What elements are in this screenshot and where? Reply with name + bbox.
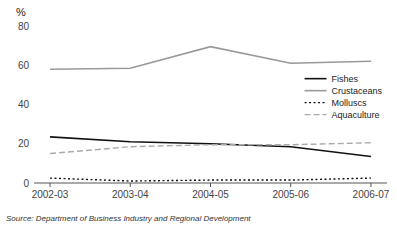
y-tick-label: 40 xyxy=(18,99,30,110)
x-tick-label: 2002-03 xyxy=(32,189,69,200)
x-tick xyxy=(290,183,291,187)
chart: 020406080%2002-032003-042004-052005-0620… xyxy=(0,0,397,227)
legend-swatch xyxy=(305,102,327,103)
legend-label: Aquaculture xyxy=(332,110,380,120)
legend-swatch xyxy=(305,90,327,92)
y-tick-label: 60 xyxy=(18,60,30,71)
y-axis: 0 20 40 60 80 xyxy=(18,21,30,189)
legend-label: Fishes xyxy=(332,74,359,84)
series-line xyxy=(50,137,371,157)
x-tick xyxy=(370,183,371,187)
legend-label: Molluscs xyxy=(332,98,368,108)
x-tick-label: 2005-06 xyxy=(272,189,309,200)
series-line xyxy=(50,47,371,70)
x-tick-label: 2004-05 xyxy=(192,189,229,200)
y-tick-label: 80 xyxy=(18,21,30,32)
x-tick xyxy=(50,183,51,187)
y-axis-label: % xyxy=(16,6,26,18)
y-tick-label: 0 xyxy=(23,178,29,189)
legend-swatch xyxy=(305,114,327,115)
x-tick xyxy=(130,183,131,187)
x-tick-label: 2006-07 xyxy=(353,189,390,200)
x-axis: 2002-03 2003-04 2004-05 2005-06 2006-07 xyxy=(32,183,390,200)
lines xyxy=(50,47,371,181)
x-tick xyxy=(210,183,211,187)
series-line xyxy=(50,178,371,181)
x-tick-label: 2003-04 xyxy=(112,189,149,200)
y-tick-label: 20 xyxy=(18,138,30,149)
legend-label: Crustaceans xyxy=(332,86,383,96)
legend-swatch xyxy=(305,78,327,80)
series-line xyxy=(50,143,371,154)
source-note: Source: Department of Business Industry … xyxy=(6,214,251,223)
legend: Fishes Crustaceans Molluscs Aquaculture xyxy=(305,74,383,120)
